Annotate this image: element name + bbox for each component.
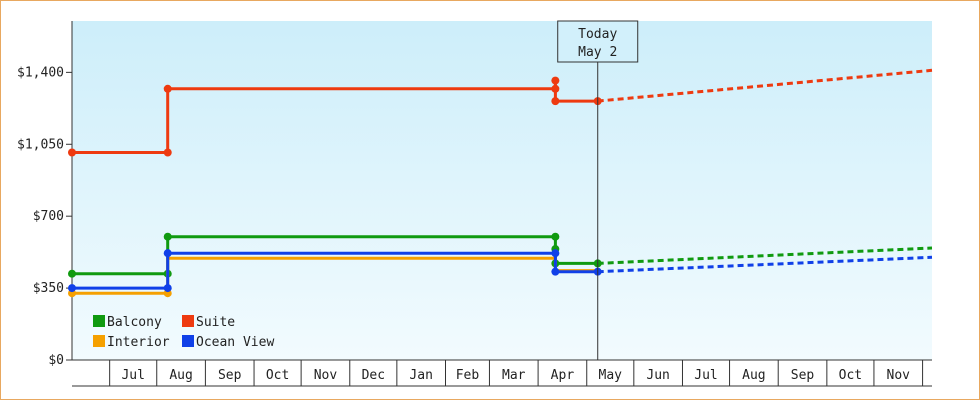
legend-label-interior: Interior xyxy=(107,335,170,350)
data-point-ocean-view xyxy=(551,249,560,258)
data-point-suite xyxy=(551,84,560,93)
data-point-balcony xyxy=(551,232,560,241)
x-tick-label: Sep xyxy=(791,368,815,383)
data-point-ocean-view xyxy=(68,284,76,293)
data-point-ocean-view xyxy=(163,249,172,258)
data-point-suite xyxy=(551,76,560,85)
series-forecast-suite xyxy=(597,68,933,103)
x-axis: Jul Aug Sep Oct Nov Dec Jan Feb Mar Apr May Jun Jul A… xyxy=(72,359,932,387)
today-date: May 2 xyxy=(578,45,617,60)
y-tick-label: $350 xyxy=(33,281,64,296)
data-point-ocean-view xyxy=(551,267,560,276)
series-forecast-balcony xyxy=(597,246,933,265)
x-tick-label: May xyxy=(599,368,623,383)
y-tick-label: $700 xyxy=(33,209,64,224)
today-label: Today xyxy=(578,27,617,42)
series-line-ocean-view xyxy=(72,251,598,290)
data-point-ocean-view xyxy=(163,284,172,293)
data-point-suite xyxy=(163,148,172,157)
today-box xyxy=(557,20,639,63)
plot-area xyxy=(72,21,932,360)
legend-swatch-ocean-view xyxy=(182,335,194,347)
y-tick-label: $0 xyxy=(48,353,64,368)
x-tick-label: Feb xyxy=(456,368,480,383)
series-lines xyxy=(68,68,933,298)
x-tick-label: Sep xyxy=(218,368,242,383)
data-point-balcony xyxy=(163,232,172,241)
data-point-suite xyxy=(551,97,560,106)
x-tick-label: Jul xyxy=(694,368,717,383)
legend: Balcony Suite Interior Ocean View xyxy=(93,315,274,350)
x-tick-label: Nov xyxy=(314,368,338,383)
today-marker: Today May 2 xyxy=(557,20,639,360)
legend-label-ocean-view: Ocean View xyxy=(196,335,274,350)
legend-swatch-suite xyxy=(182,315,194,327)
x-tick-label: Oct xyxy=(266,368,289,383)
legend-label-suite: Suite xyxy=(196,315,235,330)
x-tick-label: Jun xyxy=(646,368,669,383)
data-point-suite xyxy=(163,84,172,93)
data-point-balcony xyxy=(68,269,76,278)
x-tick-label: Jan xyxy=(409,368,432,383)
data-point-suite xyxy=(68,148,76,157)
x-tick-label: Aug xyxy=(742,368,765,383)
y-axis: $0 $350 $700 $1,050 $1,400 xyxy=(17,21,73,368)
x-tick-label: Jul xyxy=(121,368,144,383)
y-tick-label: $1,050 xyxy=(17,137,64,152)
x-tick-label: Dec xyxy=(362,368,385,383)
y-tick-label: $1,400 xyxy=(17,65,64,80)
x-tick-label: Nov xyxy=(887,368,911,383)
legend-swatch-balcony xyxy=(93,315,105,327)
legend-label-balcony: Balcony xyxy=(107,315,162,330)
legend-swatch-interior xyxy=(93,335,105,347)
x-tick-label: Apr xyxy=(551,368,575,383)
x-tick-label: Aug xyxy=(169,368,192,383)
series-forecast-ocean-view xyxy=(597,255,933,274)
x-tick-label: Mar xyxy=(502,368,526,383)
x-tick-label: Oct xyxy=(839,368,862,383)
